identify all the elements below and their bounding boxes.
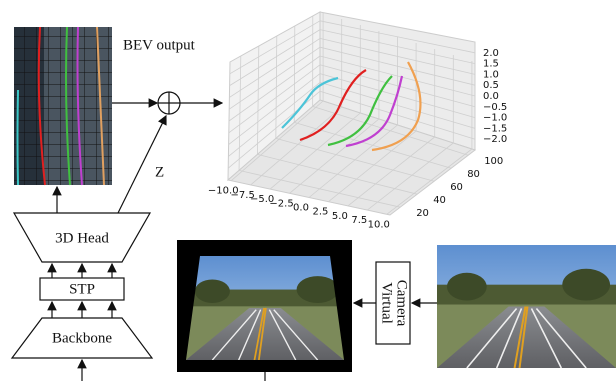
z-tick-label: 0.5 bbox=[483, 80, 499, 91]
z-tick-label: 1.5 bbox=[483, 59, 499, 70]
z-label: Z bbox=[155, 164, 164, 180]
x-tick-label: −2.5 bbox=[269, 198, 293, 209]
y-tick-label: 60 bbox=[450, 182, 463, 193]
y-tick-label: 40 bbox=[433, 195, 446, 206]
z-tick-label: −1.5 bbox=[483, 123, 507, 134]
head-label: 3D Head bbox=[55, 230, 109, 246]
y-tick-label: 20 bbox=[416, 208, 429, 219]
z-tick-label: 0.0 bbox=[483, 91, 499, 102]
x-tick-label: 0.0 bbox=[293, 203, 309, 214]
x-tick-label: 7.5 bbox=[351, 215, 367, 226]
bev-image bbox=[14, 27, 112, 185]
z-tick-label: 1.0 bbox=[483, 69, 499, 80]
backbone-label: Backbone bbox=[52, 330, 112, 346]
grid-line bbox=[294, 26, 295, 122]
figure: BEV output Z 3D Head STP Backbone Virtua… bbox=[0, 0, 616, 381]
plot-3d bbox=[228, 12, 475, 215]
warped-image bbox=[177, 240, 352, 372]
virtual-camera-label: Virtual bbox=[379, 282, 395, 324]
camera-image bbox=[437, 245, 616, 368]
z-tick-label: −0.5 bbox=[483, 102, 507, 113]
y-tick-label: 100 bbox=[484, 156, 503, 167]
y-tick-label: 80 bbox=[467, 169, 480, 180]
stp-label: STP bbox=[69, 281, 95, 297]
bev-label: BEV output bbox=[123, 37, 196, 53]
z-tick-label: −1.0 bbox=[483, 113, 507, 124]
virtual-camera-label: Camera bbox=[394, 280, 410, 327]
z-tick-label: −2.0 bbox=[483, 134, 507, 145]
x-tick-label: 5.0 bbox=[332, 211, 348, 222]
z-tick-label: 2.0 bbox=[483, 48, 499, 59]
x-tick-label: 2.5 bbox=[312, 207, 328, 218]
x-tick-label: 10.0 bbox=[368, 219, 390, 230]
